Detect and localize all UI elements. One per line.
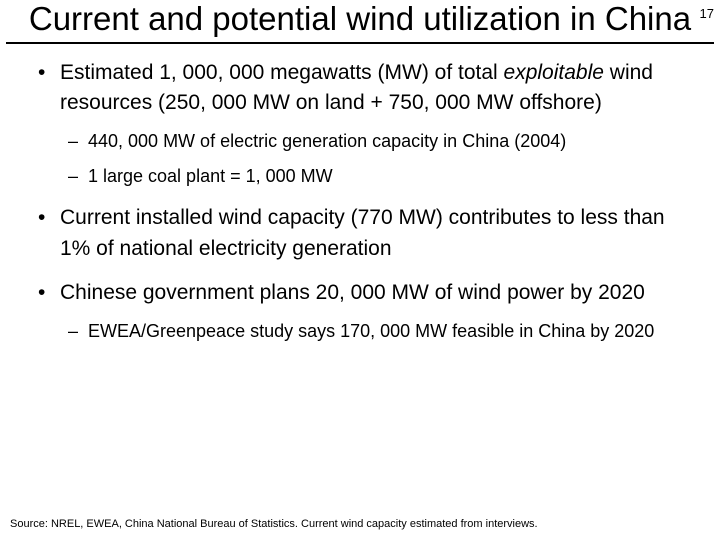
bullet-text-em: exploitable bbox=[504, 61, 604, 84]
source-note: Source: NREL, EWEA, China National Burea… bbox=[10, 518, 710, 530]
sub-list: EWEA/Greenpeace study says 170, 000 MW f… bbox=[60, 319, 690, 344]
sub-list: 440, 000 MW of electric generation capac… bbox=[60, 129, 690, 189]
page-number: 17 bbox=[700, 6, 714, 21]
sub-item: 1 large coal plant = 1, 000 MW bbox=[60, 164, 690, 189]
bullet-item: Estimated 1, 000, 000 megawatts (MW) of … bbox=[30, 58, 690, 189]
sub-item: EWEA/Greenpeace study says 170, 000 MW f… bbox=[60, 319, 690, 344]
bullet-text-pre: Current installed wind capacity (770 MW)… bbox=[60, 206, 665, 259]
bullet-list: Estimated 1, 000, 000 megawatts (MW) of … bbox=[30, 58, 690, 344]
bullet-item: Current installed wind capacity (770 MW)… bbox=[30, 203, 690, 264]
bullet-text-pre: Estimated 1, 000, 000 megawatts (MW) of … bbox=[60, 61, 504, 84]
bullet-text-pre: Chinese government plans 20, 000 MW of w… bbox=[60, 281, 645, 304]
slide-title: Current and potential wind utilization i… bbox=[6, 0, 714, 44]
sub-item: 440, 000 MW of electric generation capac… bbox=[60, 129, 690, 154]
slide-body: Estimated 1, 000, 000 megawatts (MW) of … bbox=[0, 58, 720, 344]
slide: 17 Current and potential wind utilizatio… bbox=[0, 0, 720, 540]
bullet-item: Chinese government plans 20, 000 MW of w… bbox=[30, 278, 690, 344]
